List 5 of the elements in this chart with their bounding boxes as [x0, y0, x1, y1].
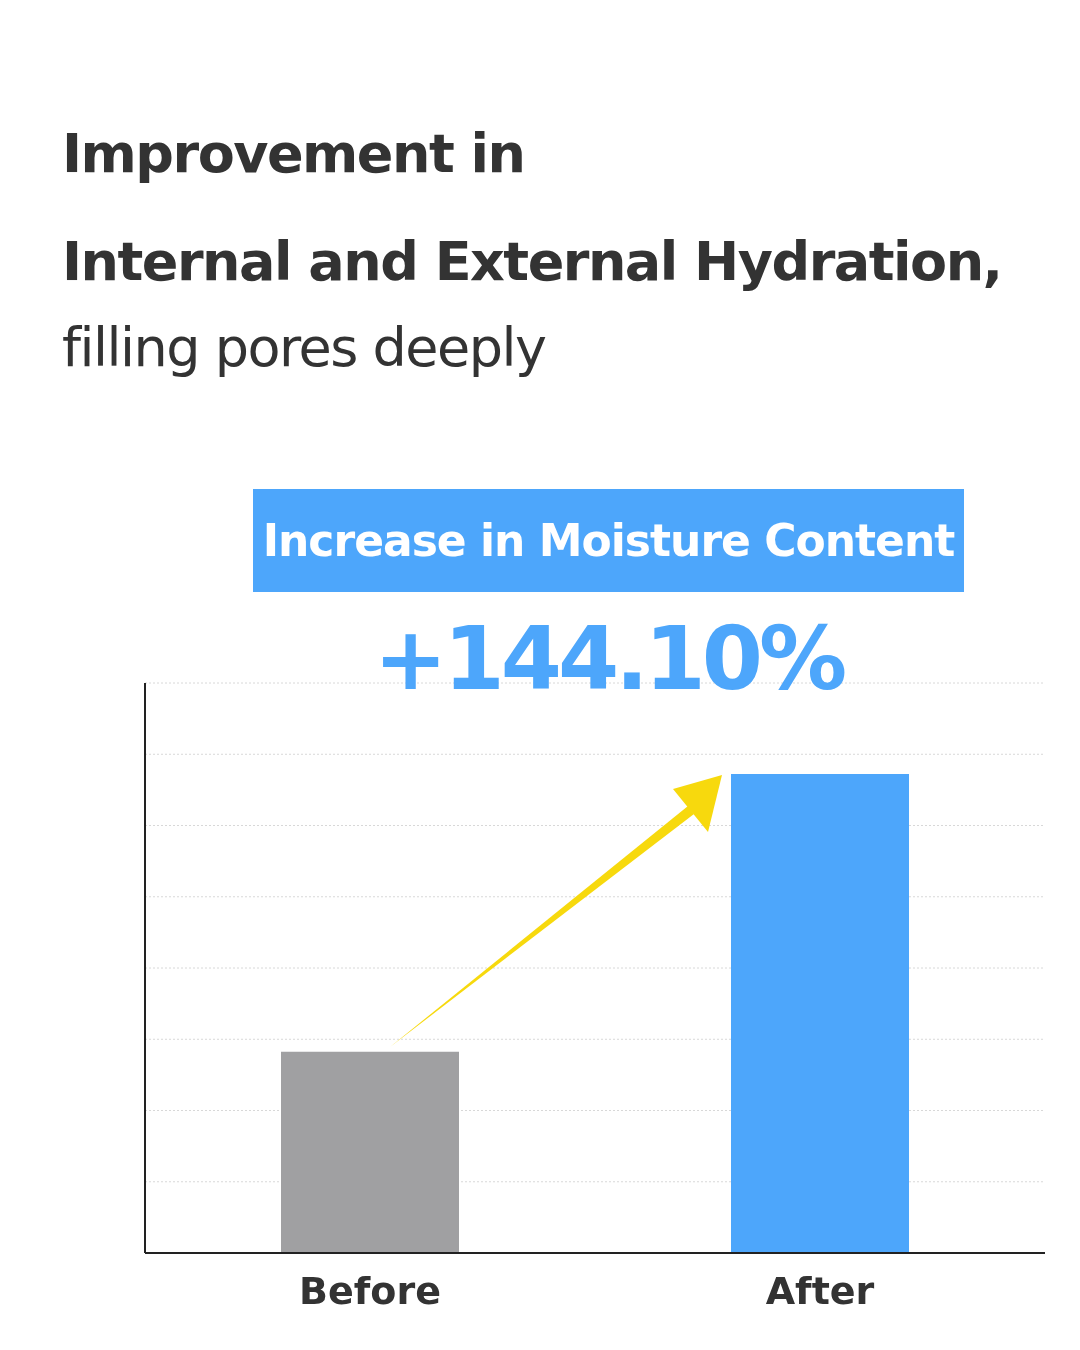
- x-tick-label: Before: [299, 1268, 441, 1313]
- text: +144.10%: [372, 606, 845, 712]
- chart-subtitle: filling pores deeply: [62, 316, 546, 379]
- x-tick-label: After: [765, 1268, 875, 1313]
- text: Increase in Moisture Content: [253, 489, 964, 592]
